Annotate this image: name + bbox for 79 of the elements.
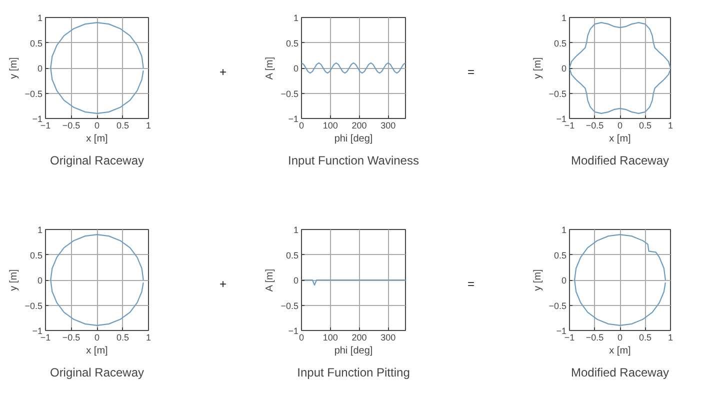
- x-axis-title: x [m]: [86, 346, 108, 356]
- text: +: [219, 64, 226, 81]
- y-axis-title: A [m]: [264, 268, 276, 292]
- x-tick-label: −0.5: [62, 120, 80, 130]
- line-series: [570, 22, 670, 114]
- line-series: [302, 62, 406, 74]
- x-tick-label: 0.5: [638, 120, 652, 130]
- y-tick-label: 0.5: [30, 250, 43, 260]
- y-tick-label: 0.5: [554, 38, 567, 48]
- x-tick-label: 100: [322, 332, 338, 342]
- y-tick-label: 1: [37, 225, 43, 235]
- y-tick-label: −1: [32, 326, 43, 336]
- y-tick-label: 1: [293, 225, 299, 235]
- y-tick-label: 1: [561, 225, 567, 235]
- x-axis-title: phi [deg]: [334, 346, 373, 356]
- x-axis-title: x [m]: [609, 346, 632, 356]
- text: =: [467, 64, 474, 81]
- x-axis-title: x [m]: [609, 134, 632, 144]
- y-axis-title: A [m]: [264, 56, 276, 80]
- text: Input Function Waviness: [288, 154, 419, 168]
- y-axis-title: y [m]: [8, 268, 20, 291]
- y-axis-title: y [m]: [532, 268, 544, 291]
- x-tick-label: −0.5: [586, 332, 604, 342]
- y-tick-label: 1: [561, 13, 567, 23]
- x-tick-label: 1: [146, 332, 152, 342]
- text: +: [219, 276, 226, 293]
- x-tick-label: 1: [146, 120, 152, 130]
- x-tick-label: 0: [617, 120, 623, 130]
- y-tick-label: 0: [37, 64, 43, 74]
- text: Original Raceway: [50, 366, 144, 380]
- y-tick-label: 1: [293, 13, 299, 23]
- y-tick-label: −1: [288, 326, 299, 336]
- x-tick-label: 200: [352, 332, 367, 342]
- y-tick-label: 0: [293, 276, 299, 286]
- y-tick-label: 0: [293, 64, 299, 74]
- y-tick-label: −1: [32, 114, 43, 124]
- x-tick-label: 0: [94, 120, 100, 130]
- y-tick-label: 0: [561, 276, 567, 286]
- x-tick-label: 300: [380, 120, 396, 130]
- text: Modified Raceway: [570, 154, 670, 168]
- x-axis-title: phi [deg]: [334, 134, 373, 144]
- y-axis-title: y [m]: [532, 56, 544, 79]
- text: =: [467, 276, 474, 293]
- text: Original Raceway: [50, 154, 144, 168]
- x-tick-label: 200: [352, 120, 367, 130]
- x-tick-label: 1: [668, 120, 674, 130]
- text: Modified Raceway: [570, 366, 670, 380]
- x-tick-label: 0: [617, 332, 623, 342]
- y-tick-label: −0.5: [280, 88, 299, 99]
- y-tick-label: −0.5: [24, 88, 43, 99]
- y-tick-label: −0.5: [548, 300, 567, 311]
- y-tick-label: 0.5: [554, 250, 567, 260]
- line-series: [574, 234, 666, 326]
- y-tick-label: −1: [556, 326, 567, 336]
- y-tick-label: 0.5: [286, 38, 299, 48]
- x-tick-label: 0.5: [116, 332, 130, 342]
- x-tick-label: 0: [94, 332, 100, 342]
- y-axis-title: y [m]: [8, 56, 20, 79]
- x-tick-label: −0.5: [586, 120, 604, 130]
- y-tick-label: 0: [561, 64, 567, 74]
- y-tick-label: 0.5: [286, 250, 299, 260]
- line-series: [50, 22, 144, 114]
- y-tick-label: −1: [288, 114, 299, 124]
- x-tick-label: 0.5: [116, 120, 130, 130]
- y-tick-label: −0.5: [548, 88, 567, 99]
- text: Input Function Pitting: [297, 366, 410, 380]
- x-tick-label: 100: [322, 120, 338, 130]
- y-tick-label: 0: [37, 276, 43, 286]
- y-tick-label: −1: [556, 114, 567, 124]
- line-series: [50, 234, 144, 326]
- x-tick-label: 0.5: [638, 332, 652, 342]
- x-tick-label: 1: [668, 332, 674, 342]
- y-tick-label: 0.5: [30, 38, 43, 48]
- y-tick-label: −0.5: [280, 300, 299, 311]
- x-tick-label: 300: [380, 332, 396, 342]
- y-tick-label: 1: [37, 13, 43, 23]
- x-axis-title: x [m]: [86, 134, 108, 144]
- x-tick-label: −0.5: [62, 332, 80, 342]
- y-tick-label: −0.5: [24, 300, 43, 311]
